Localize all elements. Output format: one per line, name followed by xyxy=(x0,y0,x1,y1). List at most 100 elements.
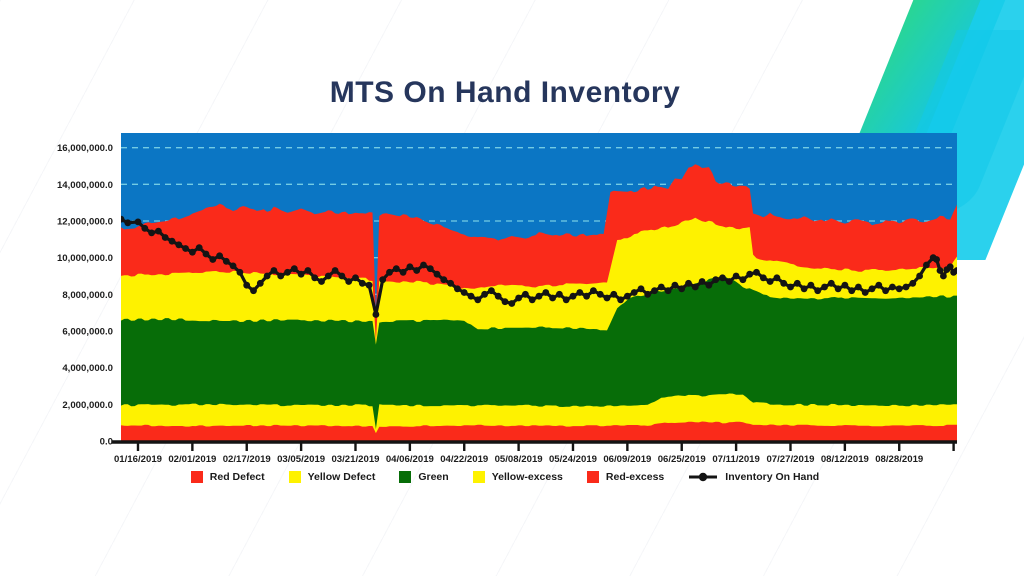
inventory-line-dot xyxy=(732,272,740,280)
inventory-line-dot xyxy=(311,274,319,282)
inventory-line-dot xyxy=(508,300,516,307)
inventory-line-dot xyxy=(134,218,142,226)
inventory-line-dot xyxy=(454,285,461,293)
inventory-line-dot xyxy=(270,267,278,274)
inventory-line-dot xyxy=(895,285,903,293)
inventory-line-dot xyxy=(855,283,862,291)
inventory-line-dot xyxy=(834,285,842,293)
legend-swatch xyxy=(190,471,203,483)
inventory-line-dot xyxy=(345,278,353,285)
x-tick-label: 06/25/2019 xyxy=(658,454,706,465)
inventory-line-dot xyxy=(535,292,543,300)
inventory-line-dot xyxy=(875,281,883,289)
y-tick-label: 10,000,000.0 xyxy=(57,253,113,264)
inventory-line-dot xyxy=(821,283,828,291)
inventory-line-dot xyxy=(297,270,305,278)
inventory-line-dot xyxy=(161,234,169,241)
inventory-line-dot xyxy=(399,268,407,276)
inventory-line-dot xyxy=(766,278,774,285)
legend-label: Inventory On Hand xyxy=(725,471,820,483)
inventory-line-dot xyxy=(467,292,475,300)
legend-swatch xyxy=(586,471,599,483)
inventory-line-dot xyxy=(124,219,132,227)
legend-item-red-excess: Red-excess xyxy=(586,471,664,483)
inventory-line-dot xyxy=(501,298,509,306)
inventory-line-dot xyxy=(902,283,910,291)
inventory-line-dot xyxy=(542,289,550,296)
x-tick-label: 08/28/2019 xyxy=(875,454,923,465)
inventory-line-dot xyxy=(379,276,387,284)
inventory-line-dot xyxy=(861,289,869,296)
legend-label: Yellow Defect xyxy=(307,471,376,483)
inventory-line-dot xyxy=(121,215,125,223)
inventory-line-dot xyxy=(195,244,203,252)
y-tick-label: 16,000,000.0 xyxy=(57,143,113,154)
inventory-line-dot xyxy=(583,292,590,300)
legend-item-yellow-excess: Yellow-excess xyxy=(472,471,563,483)
inventory-line-dot xyxy=(433,270,441,278)
legend-item-green: Green xyxy=(399,471,449,483)
inventory-line-dot xyxy=(331,267,339,274)
inventory-line-dot xyxy=(841,281,849,289)
legend-swatch xyxy=(399,471,412,483)
inventory-line-dot xyxy=(209,256,217,263)
inventory-line-dot xyxy=(624,292,631,300)
inventory-line-dot xyxy=(923,261,930,269)
inventory-line-dot xyxy=(202,250,210,258)
inventory-line-dot xyxy=(882,287,889,295)
inventory-line-dot xyxy=(426,265,434,273)
x-tick-label: 08/12/2019 xyxy=(821,454,869,465)
inventory-line-dot xyxy=(933,256,940,263)
inventory-line-dot xyxy=(685,279,692,287)
inventory-line-dot xyxy=(739,276,747,284)
legend-item-yellow-defect: Yellow Defect xyxy=(288,471,376,483)
inventory-line-dot xyxy=(698,278,706,285)
inventory-line-dot xyxy=(596,290,604,298)
inventory-line-dot xyxy=(753,268,760,276)
inventory-line-dot xyxy=(569,292,577,300)
inventory-line-dot xyxy=(522,290,529,298)
legend-label: Red Defect xyxy=(209,471,265,483)
x-tick-label: 04/22/2019 xyxy=(440,454,488,465)
inventory-line-dot xyxy=(868,285,876,293)
inventory-line-dot xyxy=(651,287,658,295)
inventory-line-dot xyxy=(678,285,686,293)
inventory-line-dot xyxy=(365,281,373,289)
inventory-line-dot xyxy=(827,279,835,287)
inventory-line-dot xyxy=(807,281,815,289)
area-red-defect xyxy=(121,421,957,441)
inventory-line-dot xyxy=(953,267,957,274)
y-tick-label: 6,000,000.0 xyxy=(62,327,113,338)
inventory-line-dot xyxy=(603,294,611,302)
inventory-line-dot xyxy=(787,283,794,291)
inventory-line-dot xyxy=(250,287,257,295)
inventory-line-dot xyxy=(909,279,917,287)
x-tick-label: 02/01/2019 xyxy=(168,454,216,465)
inventory-line-dot xyxy=(168,237,176,245)
inventory-line-dot xyxy=(889,283,896,291)
inventory-line-dot xyxy=(644,290,652,298)
inventory-line-dot xyxy=(256,279,264,287)
inventory-line-dot xyxy=(712,276,720,284)
inventory-line-dot xyxy=(324,272,332,280)
inventory-line-dot xyxy=(793,279,801,287)
inventory-line-dot xyxy=(848,287,856,295)
inventory-line-dot xyxy=(386,268,393,276)
inventory-line-dot xyxy=(460,289,468,296)
inventory-line-dot xyxy=(243,281,251,289)
inventory-line-dot xyxy=(705,281,713,289)
legend-label: Green xyxy=(418,471,449,483)
legend-item-red-defect: Red Defect xyxy=(190,471,265,483)
inventory-line-dot xyxy=(420,261,427,269)
legend-line-dot-marker xyxy=(689,472,718,482)
legend-label: Yellow-excess xyxy=(491,471,563,483)
inventory-line-dot xyxy=(657,283,665,291)
inventory-line-dot xyxy=(773,274,781,282)
inventory-line-dot xyxy=(691,283,699,291)
inventory-line-dot xyxy=(392,265,400,273)
inventory-line-dot xyxy=(155,227,162,235)
inventory-line-dot xyxy=(936,267,944,274)
legend-item-inventory-on-hand: Inventory On Hand xyxy=(688,471,819,483)
y-tick-label: 8,000,000.0 xyxy=(62,290,113,301)
legend-swatch xyxy=(288,471,301,483)
